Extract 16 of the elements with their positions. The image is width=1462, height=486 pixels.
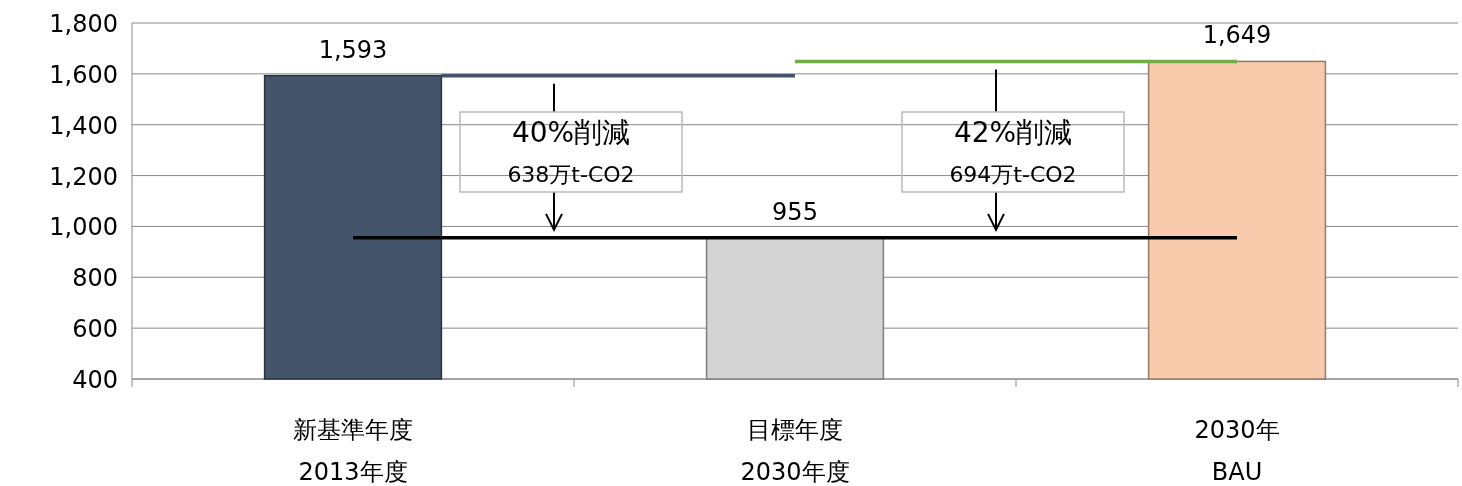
y-tick-label: 1,200	[49, 162, 118, 191]
y-tick-label: 1,400	[49, 111, 118, 140]
annotation: 42%削減 694万t-CO2	[949, 116, 1077, 187]
data-label: 1,593	[318, 35, 388, 64]
x-tick-label: 2030年 BAU	[1194, 416, 1280, 486]
y-tick-label: 400	[72, 366, 118, 394]
y-tick-label: 1,600	[49, 60, 118, 89]
data-label: 955	[772, 197, 818, 226]
y-tick-label: 1,000	[49, 213, 118, 242]
annotation: 40%削減 638万t-CO2	[507, 116, 635, 187]
y-tick-label: 800	[72, 264, 118, 293]
y-tick-label: 600	[72, 315, 118, 344]
y-tick-label: 1,800	[49, 10, 118, 38]
x-tick-label: 目標年度 2030年度	[740, 416, 850, 486]
data-label: 1,649	[1202, 21, 1272, 50]
x-tick-label: 新基準年度 2013年度	[293, 416, 413, 486]
